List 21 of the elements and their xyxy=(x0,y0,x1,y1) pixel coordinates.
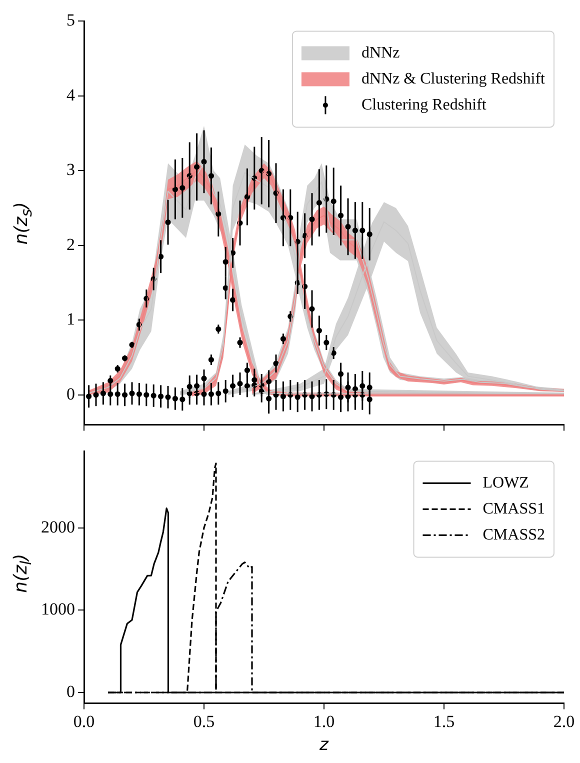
y-tick-label: 0 xyxy=(66,682,75,701)
legend-label: CMASS2 xyxy=(482,526,545,544)
y-tick-label: 2000 xyxy=(41,517,75,536)
y-tick-label: 2 xyxy=(66,234,75,254)
x-tick-label: 0.5 xyxy=(193,712,215,731)
y-tick-label: 3 xyxy=(66,160,75,180)
legend-label: CMASS1 xyxy=(482,500,545,518)
x-tick-label: 2.0 xyxy=(553,712,575,731)
legend-label: dNNz & Clustering Redshift xyxy=(361,70,546,88)
x-tick-label: 1.5 xyxy=(433,712,455,731)
x-axis-title: z xyxy=(318,735,330,756)
legend-label: LOWZ xyxy=(482,474,529,492)
y-tick-label: 0 xyxy=(66,384,75,404)
y-tick-label: 1000 xyxy=(41,600,75,619)
x-tick-label: 1.0 xyxy=(313,712,335,731)
y-tick-label: 4 xyxy=(66,85,76,104)
legend-label: dNNz xyxy=(361,44,400,62)
legend-label: Clustering Redshift xyxy=(361,96,487,114)
y-tick-label: 5 xyxy=(66,10,75,30)
x-tick-label: 0.0 xyxy=(73,712,95,731)
y-tick-label: 1 xyxy=(66,310,75,329)
